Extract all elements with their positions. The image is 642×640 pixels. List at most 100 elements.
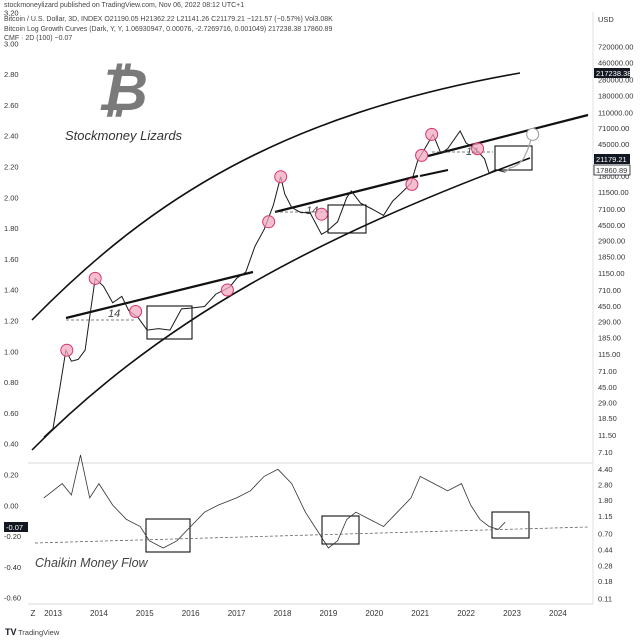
right-axis-tick-label: 4.40	[598, 465, 613, 474]
right-axis-tick-label: 1.15	[598, 512, 613, 521]
right-axis-tick-label: 115.00	[598, 350, 620, 359]
cmf-line	[43, 454, 506, 549]
x-axis-tick-label: 2024	[549, 609, 567, 618]
right-axis-tick-label: 0.18	[598, 577, 613, 586]
watermark-title: Stockmoney Lizards	[65, 128, 183, 143]
right-axis-tick-label: 1150.00	[598, 269, 625, 278]
right-axis-tick-label: 185.00	[598, 333, 621, 342]
left-axis-tick-label: 2.40	[4, 132, 19, 141]
right-axis-tick-label: 180000.00	[598, 91, 633, 100]
left-axis-tick-label: 1.80	[4, 224, 19, 233]
left-axis-tick-label: 1.20	[4, 317, 19, 326]
x-axis-tick-label: 2023	[503, 609, 521, 618]
cmf-box	[491, 511, 530, 539]
cmf-box	[145, 518, 191, 553]
trendline-2021-lower	[419, 169, 449, 177]
price-badge-lower: 17860.89	[596, 166, 627, 175]
left-axis-tick-label: -0.20	[4, 532, 21, 541]
left-axis-tick-label: 0.00	[4, 501, 19, 510]
x-axis-tick-label: 2016	[182, 609, 200, 618]
left-axis-tick-label: -0.60	[4, 594, 21, 603]
right-axis-tick-label: 4500.00	[598, 221, 625, 230]
touch-point-circle	[274, 170, 288, 184]
right-axis-tick-label: 720000.00	[598, 43, 633, 52]
touch-point-circle	[88, 271, 102, 285]
x-axis-tick-label: 2018	[274, 609, 292, 618]
touch-point-circle	[60, 343, 74, 357]
lower-growth-curve	[31, 157, 531, 451]
time-axis: Z 2013 2014 2015 2016 2017 2018 2019 2020 2021 202…	[31, 609, 568, 618]
x-axis-tick-label: 2019	[320, 609, 338, 618]
right-axis-tick-label: 290.00	[598, 317, 621, 326]
right-axis-tick-label: 280000.00	[598, 76, 633, 85]
right-axis-tick-label: 110000.00	[598, 109, 633, 118]
left-axis-tick-label: 0.40	[4, 440, 19, 449]
right-axis-tick-label: 71.00	[598, 367, 617, 376]
right-axis-tick-label: 460000.00	[598, 58, 633, 67]
cmf-badge-bg	[4, 522, 28, 532]
x-axis-tick-label: 2021	[411, 609, 429, 618]
right-axis-tick-label: 0.44	[598, 546, 613, 555]
right-axis-tick-label: 2.80	[598, 481, 613, 490]
touch-point-circle	[471, 142, 485, 156]
left-axis-tick-label: 0.80	[4, 378, 19, 387]
left-axis: 3.20 3.00 2.80 2.60 2.40 2.20 2.00 1.80 1.60 1.40…	[4, 9, 21, 603]
right-axis-tick-label: 45.00	[598, 383, 617, 392]
accumulation-box	[327, 204, 367, 234]
price-badge-bg	[594, 68, 630, 78]
accumulation-box	[146, 305, 193, 340]
touch-point-circle	[415, 148, 429, 162]
right-axis-tick-label: 7100.00	[598, 205, 625, 214]
right-axis-tick-label: 450.00	[598, 302, 621, 311]
left-axis-tick-label: 2.20	[4, 163, 19, 172]
cycle-label: 14	[108, 308, 120, 320]
projection-line	[504, 134, 534, 173]
left-axis-tick-label: 1.00	[4, 347, 19, 356]
left-axis-tick-label: 0.60	[4, 409, 19, 418]
right-axis-tick-label: 18.50	[598, 414, 617, 423]
trendline-2014	[65, 270, 254, 320]
right-axis-tick-label: 7.10	[598, 448, 613, 457]
price-badge-close: 21179.21	[596, 155, 627, 164]
publisher-line: stockmoneylizard published on TradingVie…	[4, 2, 245, 9]
right-axis-tick-label: 0.70	[598, 529, 613, 538]
right-axis-tick-label: 18000.00	[598, 172, 629, 181]
cmf-title: Chaikin Money Flow	[35, 556, 149, 570]
right-axis-tick-label: 710.00	[598, 286, 621, 295]
right-axis-tick-label: 0.28	[598, 562, 613, 571]
right-axis-tick-label: 11.50	[598, 431, 616, 440]
x-axis-tick-label: 2014	[90, 609, 108, 618]
highlight-circles	[60, 127, 540, 357]
touch-point-circle	[220, 283, 234, 297]
bitcoin-logo-icon: ₿	[97, 58, 148, 123]
left-axis-tick-label: 3.00	[4, 39, 19, 48]
x-axis-tick-label: 2013	[44, 609, 62, 618]
right-axis-tick-label: 1850.00	[598, 252, 625, 261]
price-badge-bg	[593, 164, 631, 176]
right-axis-tick-label: 45000.00	[598, 140, 629, 149]
right-axis-tick-label: 71000.00	[598, 124, 629, 133]
left-axis-tick-label: 1.60	[4, 255, 19, 264]
cmf-box	[321, 515, 360, 545]
trendline-2021	[427, 113, 589, 158]
left-axis-tick-label: 3.20	[4, 9, 19, 18]
cmf-trendline	[34, 526, 589, 544]
upper-growth-curve	[31, 72, 521, 321]
footer-brand: TradingView	[18, 628, 60, 637]
right-axis-unit: USD	[598, 15, 614, 24]
left-axis-tick-label: 2.00	[4, 193, 19, 202]
accumulation-box	[494, 145, 533, 171]
left-axis-tick-label: 2.60	[4, 101, 19, 110]
tradingview-logo-icon: TV	[5, 627, 17, 637]
x-axis-tick-label: 2020	[365, 609, 383, 618]
right-price-axis: USD 720000.00 460000.00 280000.00 180000.00 1…	[598, 15, 633, 604]
left-axis-tick-label: 2.80	[4, 70, 19, 79]
touch-point-circle	[405, 177, 419, 191]
indicator-line: Bitcoin Log Growth Curves (Dark, Y, Y, 1…	[4, 26, 333, 33]
left-axis-tick-label: 1.40	[4, 286, 19, 295]
touch-point-circle	[425, 127, 439, 141]
right-axis-tick-label: 1.80	[598, 496, 613, 505]
left-axis-tick-label: -0.40	[4, 563, 21, 572]
right-axis-tick-label: 0.11	[598, 595, 612, 604]
